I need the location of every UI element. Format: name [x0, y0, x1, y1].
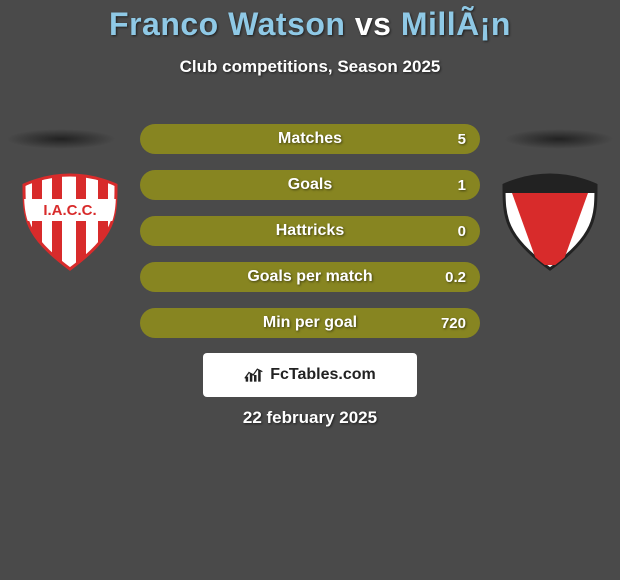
subtitle: Club competitions, Season 2025 — [0, 57, 620, 77]
stat-row-hattricks: Hattricks 0 — [140, 216, 480, 246]
crest-left-text: I.A.C.C. — [43, 202, 96, 219]
vs-text: vs — [355, 6, 392, 42]
stat-right-value: 5 — [458, 131, 466, 148]
stat-right-value: 1 — [458, 177, 466, 194]
chart-icon — [244, 366, 264, 384]
stat-label: Goals per match — [247, 268, 372, 286]
page-title: Franco Watson vs MillÃ¡n — [0, 0, 620, 43]
stat-row-goals: Goals 1 — [140, 170, 480, 200]
club-crest-left: I.A.C.C. — [20, 173, 120, 273]
stat-label: Min per goal — [263, 314, 357, 332]
stat-label: Matches — [278, 130, 342, 148]
shadow-ellipse-left — [6, 129, 116, 149]
player1-name: Franco Watson — [109, 6, 345, 42]
stat-row-min-per-goal: Min per goal 720 — [140, 308, 480, 338]
brand-badge: FcTables.com — [203, 353, 417, 397]
stat-row-goals-per-match: Goals per match 0.2 — [140, 262, 480, 292]
stat-label: Goals — [288, 176, 332, 194]
player2-name: MillÃ¡n — [401, 6, 511, 42]
stat-row-matches: Matches 5 — [140, 124, 480, 154]
stats-list: Matches 5 Goals 1 Hattricks 0 Goals per … — [140, 124, 480, 354]
brand-text: FcTables.com — [270, 366, 376, 384]
comparison-card: Franco Watson vs MillÃ¡n Club competitio… — [0, 0, 620, 580]
stat-label: Hattricks — [276, 222, 344, 240]
stat-right-value: 0.2 — [445, 269, 466, 286]
date-label: 22 february 2025 — [0, 408, 620, 428]
stat-right-value: 0 — [458, 223, 466, 240]
stat-right-value: 720 — [441, 315, 466, 332]
shadow-ellipse-right — [504, 129, 614, 149]
club-crest-right — [500, 173, 600, 273]
